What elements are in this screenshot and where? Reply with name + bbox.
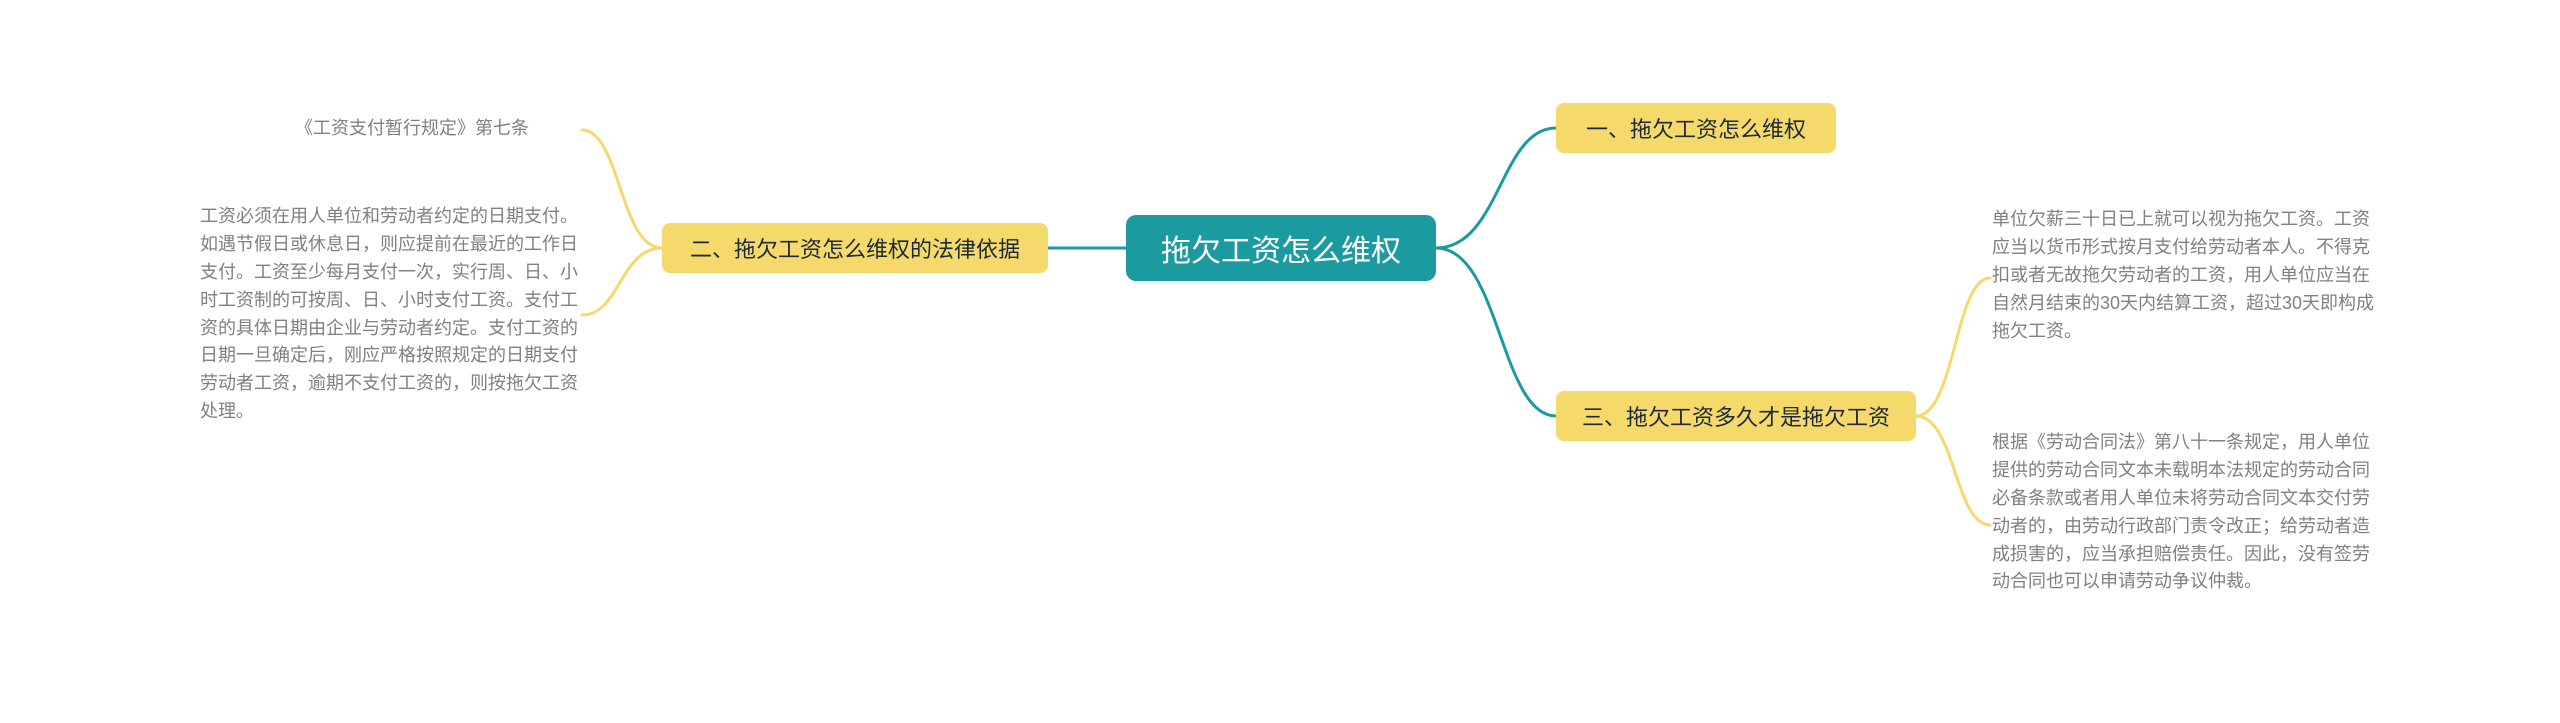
leaf-node-2a: 《工资支付暂行规定》第七条 xyxy=(295,115,565,143)
connector xyxy=(582,130,662,248)
branch-node-1[interactable]: 一、拖欠工资怎么维权 xyxy=(1556,103,1836,153)
leaf-node-2b: 工资必须在用人单位和劳动者约定的日期支付。如遇节假日或休息日，则应提前在最近的工… xyxy=(200,203,580,426)
connector xyxy=(1436,248,1556,416)
connector xyxy=(1916,278,1990,416)
root-node[interactable]: 拖欠工资怎么维权 xyxy=(1126,215,1436,281)
connector xyxy=(1916,416,1990,525)
connector xyxy=(582,248,662,315)
branch-node-3[interactable]: 三、拖欠工资多久才是拖欠工资 xyxy=(1556,391,1916,441)
branch-node-2[interactable]: 二、拖欠工资怎么维权的法律依据 xyxy=(662,223,1048,273)
connector xyxy=(1436,128,1556,248)
leaf-node-3b: 根据《劳动合同法》第八十一条规定，用人单位提供的劳动合同文本未载明本法规定的劳动… xyxy=(1992,429,2382,596)
leaf-node-3a: 单位欠薪三十日已上就可以视为拖欠工资。工资应当以货币形式按月支付给劳动者本人。不… xyxy=(1992,206,2382,345)
